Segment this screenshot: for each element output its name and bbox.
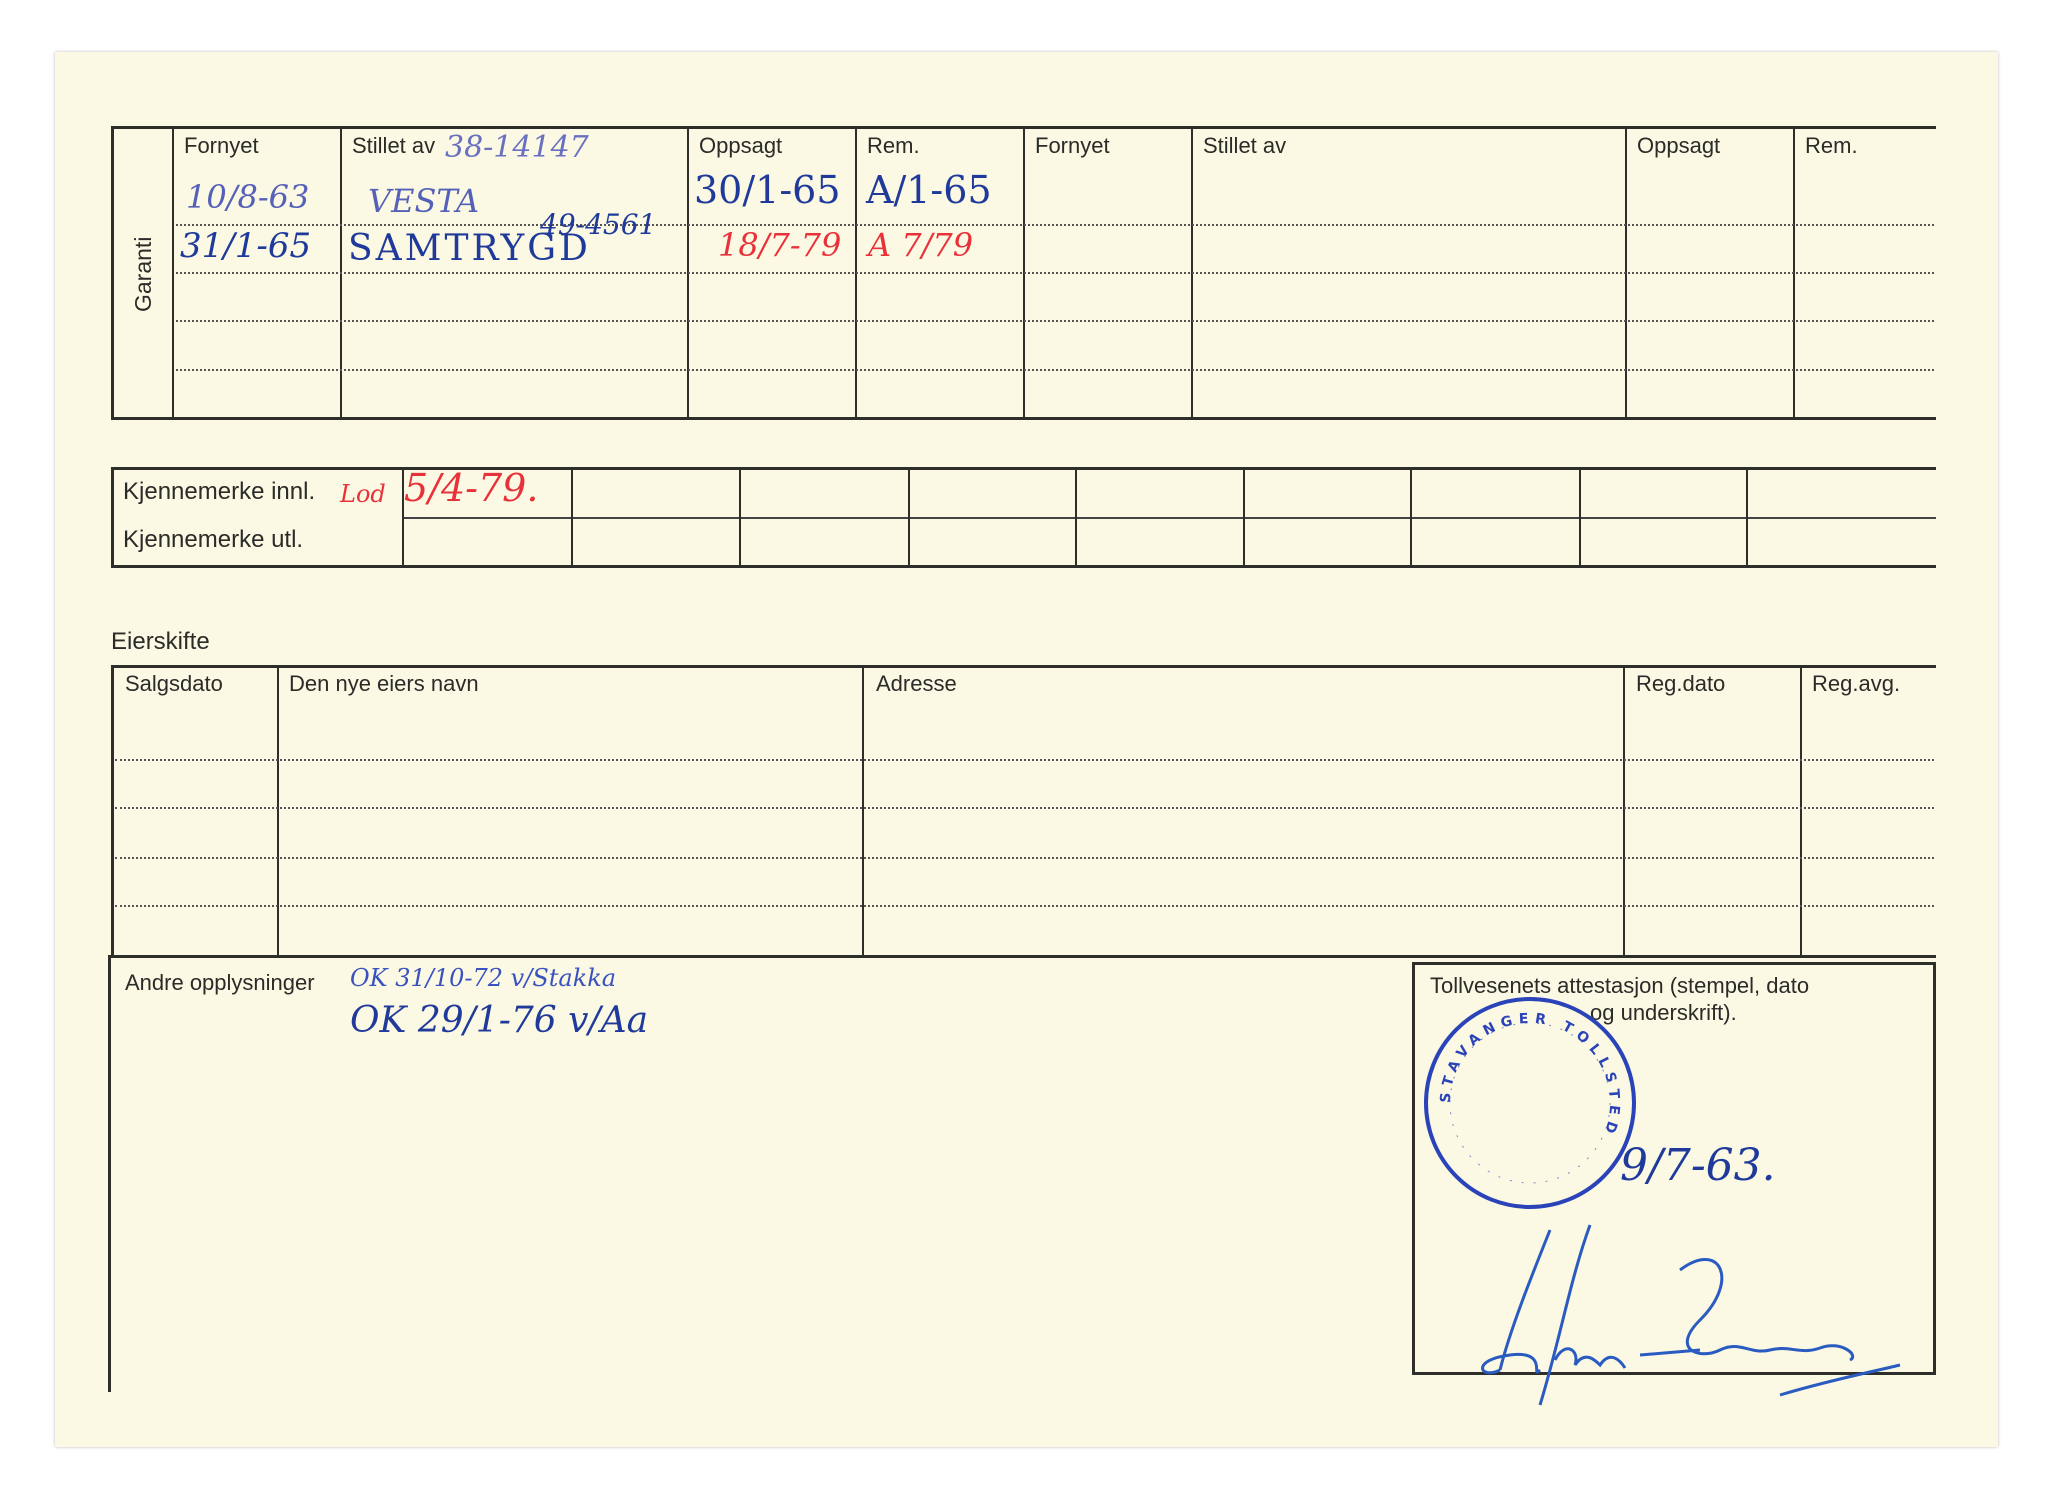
header-reg-avg: Reg.avg.	[1812, 671, 1901, 696]
kjennemerke-utl-label: Kjennemerke utl.	[123, 526, 304, 553]
tollvesen-label-1: Tollvesenets attestasjon (stempel, dato	[1430, 973, 1810, 998]
kjennemerke-innl-label: Kjennemerke innl.	[123, 478, 316, 505]
eierskifte-title: Eierskifte	[111, 628, 210, 655]
row2-rem: A 7/79	[868, 226, 974, 264]
svg-text:STAVANGER TOLLSTED: STAVANGER TOLLSTED	[1438, 1011, 1623, 1141]
kjennemerke-innl-prefix: Lod	[340, 480, 386, 508]
header-fornyet-2: Fornyet	[1035, 133, 1110, 158]
registration-card	[55, 52, 1998, 1447]
andre-line1: OK 31/10-72 v/Stakka	[350, 964, 617, 992]
row1-rem: A/1-65	[866, 168, 992, 212]
row1-oppsagt: 30/1-65	[694, 168, 841, 212]
kjennemerke-innl-value: 5/4-79.	[404, 466, 539, 510]
header-oppsagt-2: Oppsagt	[1637, 133, 1721, 158]
header-adresse: Adresse	[876, 671, 957, 696]
row2-fornyet: 31/1-65	[180, 226, 312, 266]
header-oppsagt-1: Oppsagt	[699, 133, 783, 158]
row1-stillet-av: VESTA	[368, 182, 480, 220]
stamp-text: STAVANGER TOLLSTED	[1438, 1011, 1617, 1141]
header-stillet-av-1: Stillet av	[352, 133, 436, 158]
row2-oppsagt: 18/7-79	[718, 226, 842, 264]
stillet-av-note: 38-14147	[445, 130, 589, 165]
customs-stamp: STAVANGER TOLLSTED	[1424, 997, 1636, 1209]
header-rem-2: Rem.	[1805, 133, 1858, 158]
header-reg-dato: Reg.dato	[1636, 671, 1726, 696]
tollvesen-label-2: og underskrift).	[1590, 1000, 1737, 1025]
header-stillet-av-2: Stillet av	[1203, 133, 1287, 158]
header-salgsdato: Salgsdato	[125, 671, 223, 696]
garanti-side-label: Garanti	[130, 236, 156, 312]
row1-fornyet: 10/8-63	[186, 178, 310, 216]
andre-line2: OK 29/1-76 v/Aa	[350, 1000, 649, 1041]
row2-stillet-av: SAMTRYGD	[348, 228, 591, 269]
row2-stillet-av-note: 49-4561	[540, 208, 657, 241]
header-ny-eier-navn: Den nye eiers navn	[289, 671, 479, 696]
signature	[1481, 1224, 1901, 1406]
header-rem-1: Rem.	[867, 133, 920, 158]
andre-opplysninger-label: Andre opplysninger	[125, 970, 315, 995]
header-fornyet-1: Fornyet	[184, 133, 259, 158]
tollvesen-date: 9/7-63.	[1620, 1140, 1776, 1191]
